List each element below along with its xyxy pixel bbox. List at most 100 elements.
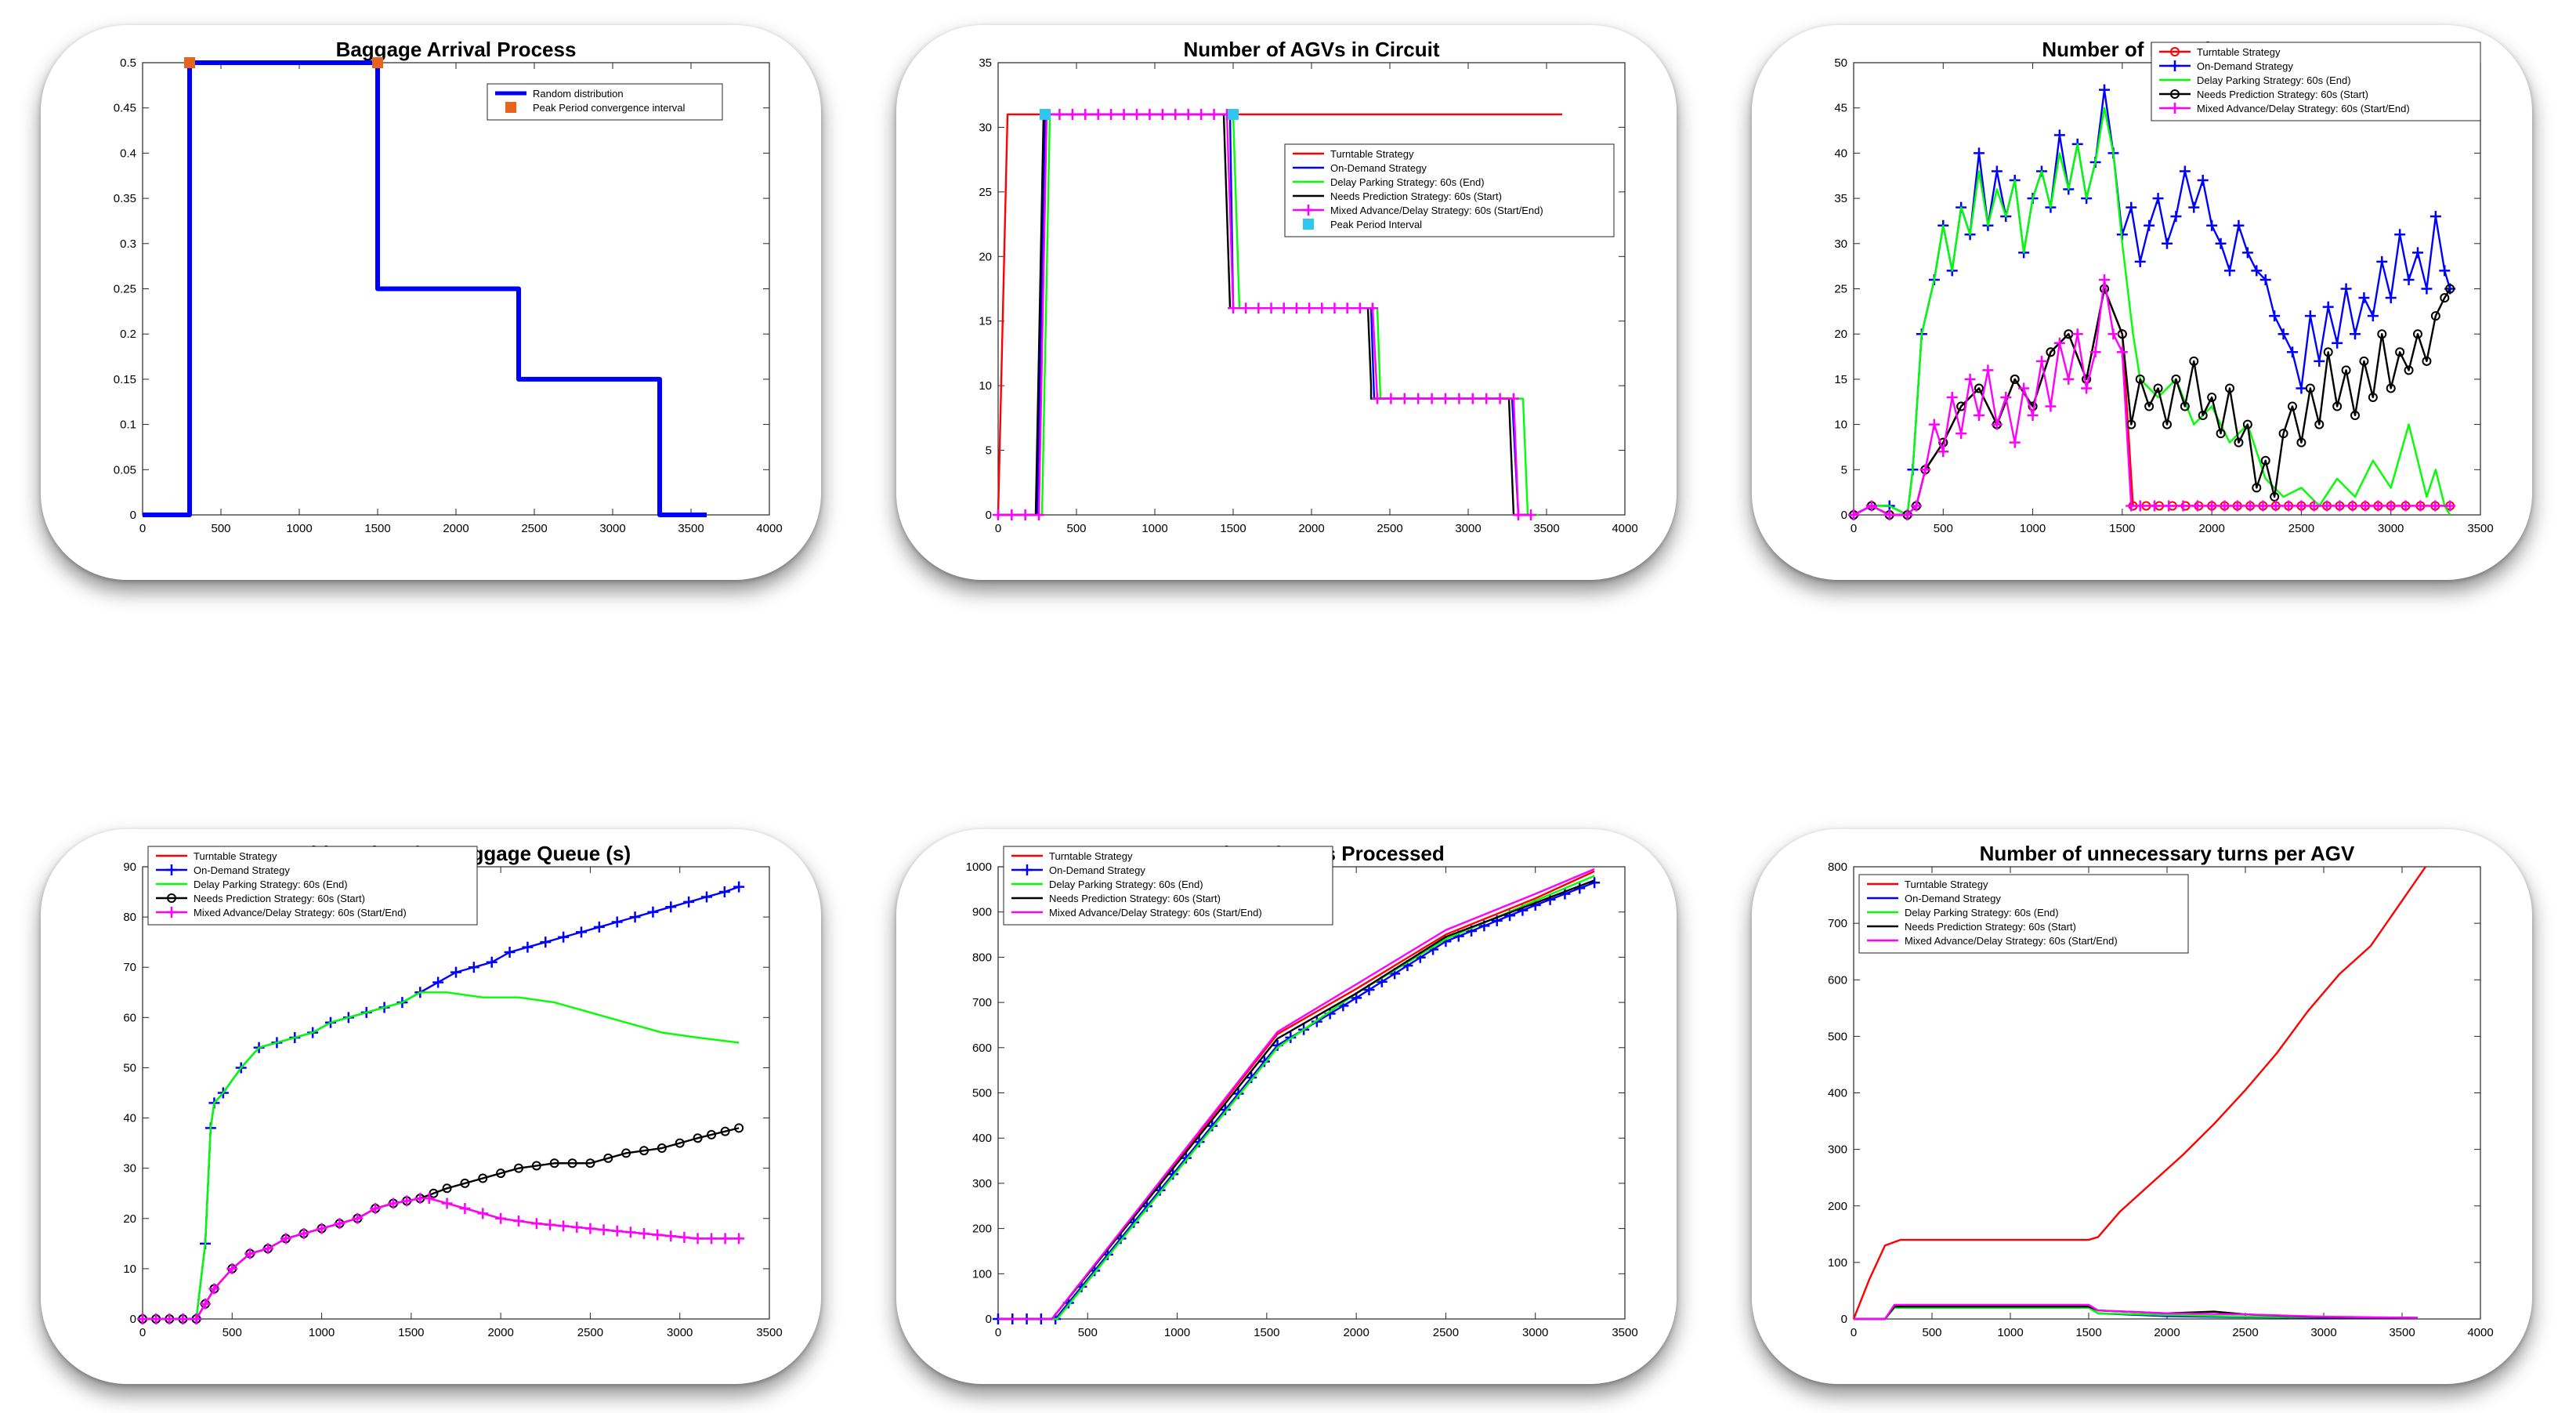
y-tick-label: 0.5 (120, 56, 136, 70)
legend-label: Needs Prediction Strategy: 60s (Start) (1905, 921, 2076, 933)
y-tick-label: 0 (1841, 1313, 1847, 1326)
data-point (2233, 219, 2245, 231)
data-point (1974, 410, 1984, 422)
data-point (1937, 446, 1949, 458)
x-tick-label: 1500 (398, 1326, 424, 1339)
chart-card-unnecessary-turns: Number of unnecessary turns per AGV 0 500 1… (1752, 829, 2532, 1384)
x-tick-label: 1000 (309, 1326, 335, 1339)
data-point (1066, 108, 1078, 120)
data-point (514, 1163, 523, 1173)
data-point (1525, 509, 1536, 520)
chart-title: Number of AGVs in Circuit (1184, 38, 1440, 61)
x-tick-label: 500 (211, 522, 230, 535)
x-tick-label: 1000 (286, 522, 312, 535)
data-point (423, 1193, 435, 1205)
data-point (2358, 292, 2370, 304)
y-tick-label: 0.1 (120, 418, 136, 432)
data-point (2224, 265, 2235, 277)
data-point (2270, 491, 2280, 502)
y-tick-label: 500 (972, 1087, 992, 1100)
data-point (2400, 500, 2411, 512)
series-4 (1854, 1303, 2419, 1321)
y-tick-label: 80 (123, 911, 136, 924)
data-point (2377, 329, 2387, 339)
data-point (2278, 328, 2289, 340)
data-point (1367, 303, 1378, 314)
series-4 (998, 868, 1595, 1321)
data-point (2404, 365, 2414, 375)
y-tick-label: 5 (1841, 463, 1847, 476)
plot-area (142, 866, 770, 1320)
data-point (2314, 419, 2325, 429)
x-tick-label: 3500 (756, 1326, 782, 1339)
x-tick-label: 0 (139, 1326, 146, 1339)
y-tick-label: 30 (979, 121, 992, 134)
data-point (2332, 401, 2343, 411)
y-tick-label: 25 (979, 186, 992, 199)
data-point (2179, 165, 2191, 177)
series-1 (184, 57, 383, 68)
data-point (2063, 373, 2075, 385)
y-tick-label: 0.45 (114, 102, 136, 115)
data-point (1290, 303, 1302, 314)
y-tick-label: 25 (1834, 283, 1847, 296)
y-tick-label: 60 (123, 1011, 136, 1024)
x-tick-label: 2000 (1298, 522, 1324, 535)
data-point (2170, 211, 2182, 223)
y-tick-label: 100 (972, 1267, 992, 1281)
data-point (1453, 393, 1465, 404)
x-tick-label: 3000 (667, 1326, 693, 1339)
data-point (675, 1138, 685, 1148)
legend-label: Mixed Advance/Delay Strategy: 60s (Start… (1905, 935, 2118, 947)
x-tick-label: 2000 (1343, 1326, 1369, 1339)
data-point (450, 966, 461, 978)
data-point (2422, 356, 2432, 366)
data-point (496, 1168, 506, 1179)
data-point (2189, 356, 2199, 366)
x-tick-label: 4000 (756, 522, 782, 535)
series-line (143, 60, 707, 517)
data-point (734, 1123, 744, 1133)
legend-label: Needs Prediction Strategy: 60s (Start) (1330, 190, 1502, 202)
data-point (2000, 391, 2012, 403)
data-point (1131, 108, 1142, 120)
y-tick-label: 600 (972, 1042, 992, 1055)
data-point (678, 1231, 690, 1243)
data-point (576, 926, 587, 938)
data-point (2215, 237, 2227, 249)
y-tick-label: 0 (986, 1313, 992, 1326)
legend-label: On-Demand Strategy (1330, 162, 1427, 174)
x-tick-label: 500 (1066, 522, 1086, 535)
data-point (2152, 193, 2164, 205)
data-point (683, 896, 695, 908)
data-point (1033, 509, 1044, 520)
series-line (1852, 866, 2426, 1320)
series-2 (1853, 107, 2451, 516)
data-point (2376, 255, 2388, 267)
y-tick-label: 20 (123, 1212, 136, 1226)
data-point (1481, 393, 1492, 404)
data-point (1372, 393, 1383, 404)
data-point (1316, 303, 1328, 314)
chart-baggage-arrival: Baggage Arrival Process 0 500 1000 1500 2000 2… (114, 38, 783, 535)
series-line (997, 113, 1562, 516)
x-tick-label: 0 (995, 522, 1001, 535)
data-point (2322, 301, 2334, 313)
series-4 (1848, 274, 2456, 520)
x-tick-label: 500 (223, 1326, 242, 1339)
series-line (1854, 1303, 2419, 1321)
chart-waiting-time: Waiting Time for Baggage Queue (s)050010… (123, 842, 782, 1339)
chart-title: Baggage Arrival Process (336, 38, 577, 61)
chart-card-agvs-in-circuit: Number of AGVs in Circuit 0 500 1000 1500 200… (896, 25, 1677, 580)
data-point (2269, 310, 2281, 322)
data-point (2340, 283, 2352, 295)
data-point (2053, 129, 2065, 141)
data-point (316, 1223, 327, 1234)
data-point (2350, 328, 2361, 340)
data-point (2171, 374, 2181, 384)
data-point (2234, 437, 2244, 447)
data-point (486, 956, 497, 968)
x-tick-label: 500 (1078, 1326, 1098, 1339)
series-5 (1040, 108, 1239, 120)
data-point (621, 1148, 631, 1158)
